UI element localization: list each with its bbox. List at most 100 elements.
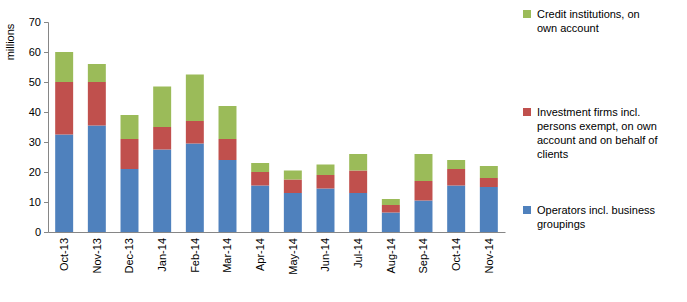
bar: [317, 189, 335, 233]
tick-mark: [44, 52, 48, 53]
bar: [55, 82, 73, 135]
bar: [251, 172, 269, 186]
tick-label: 70: [29, 16, 41, 28]
bar: [219, 106, 237, 139]
bar: [55, 135, 73, 233]
bar: [121, 115, 139, 139]
tick: 70: [29, 16, 48, 28]
x-axis: Oct-13 Nov-13 Dec-13 Jan-14 Feb-14 Mar-14 Apr-…: [49, 232, 506, 275]
tick-mark: [44, 112, 48, 113]
bar: [382, 205, 400, 213]
axis-line: [44, 23, 49, 233]
bar: [480, 178, 498, 187]
tick-label: Feb-14: [189, 238, 201, 273]
tick: Apr-14: [254, 232, 266, 271]
bar: [480, 166, 498, 178]
tick: Oct-14: [450, 232, 462, 271]
bars: [55, 52, 498, 232]
bar: [415, 181, 433, 201]
bar: [284, 171, 302, 180]
tick: 30: [29, 136, 48, 148]
legend-label: Credit institutions, on own account: [537, 8, 643, 34]
tick-label: Dec-13: [123, 238, 135, 273]
tick-label: Mar-14: [221, 238, 233, 273]
tick-mark: [44, 142, 48, 143]
bar: [88, 82, 106, 126]
series: [55, 126, 498, 233]
tick-label: May-14: [287, 238, 299, 275]
bar: [415, 154, 433, 181]
tick-label: Apr-14: [254, 238, 266, 271]
tick-mark: [44, 22, 48, 23]
tick: 50: [29, 76, 48, 88]
bar: [415, 201, 433, 233]
bar: [121, 139, 139, 169]
tick-label: Aug-14: [385, 238, 397, 273]
axis-line: [49, 232, 506, 233]
tick: Sep-14: [417, 232, 429, 273]
tick: Feb-14: [189, 232, 201, 273]
tick-label: 50: [29, 76, 41, 88]
bar: [186, 144, 204, 233]
tick: Dec-13: [123, 232, 135, 273]
bar: [153, 127, 171, 150]
bar: [153, 87, 171, 128]
tick: 40: [29, 106, 48, 118]
bar: [382, 213, 400, 233]
tick: Nov-13: [91, 232, 103, 273]
tick-mark: [44, 82, 48, 83]
bar: [186, 121, 204, 144]
tick-label: 40: [29, 106, 41, 118]
chart: 010203040506070Oct-13Nov-13Dec-13Jan-14F…: [0, 0, 687, 302]
bar: [447, 169, 465, 186]
bar: [88, 126, 106, 233]
bar: [55, 52, 73, 82]
bar: [153, 150, 171, 233]
tick-mark: [44, 202, 48, 203]
bar: [447, 160, 465, 169]
legend: Credit institutions, on own account Inves…: [523, 8, 661, 230]
tick-label: Nov-14: [483, 238, 495, 273]
tick: Jan-14: [156, 232, 168, 272]
tick-label: Sep-14: [417, 238, 429, 273]
bar: [349, 154, 367, 171]
bar: [251, 163, 269, 172]
bar: [251, 186, 269, 233]
tick: 60: [29, 46, 48, 58]
bar: [186, 75, 204, 122]
tick-label: Nov-13: [91, 238, 103, 273]
bar: [317, 175, 335, 189]
tick: Jul-14: [352, 232, 364, 268]
legend-label: Investment firms incl. persons exempt, o…: [537, 106, 661, 160]
tick-label: Jan-14: [156, 238, 168, 272]
tick: 0: [35, 226, 48, 238]
tick: Oct-13: [58, 232, 70, 271]
bar: [219, 139, 237, 160]
bar: [382, 199, 400, 205]
y-axis: 010203040506070: [29, 16, 49, 238]
tick: Nov-14: [483, 232, 495, 273]
bar: [284, 180, 302, 194]
tick-label: 30: [29, 136, 41, 148]
tick-mark: [44, 232, 48, 233]
tick: Jun-14: [319, 232, 331, 272]
series: [55, 82, 498, 213]
bar: [447, 186, 465, 233]
tick-label: Jun-14: [319, 238, 331, 272]
tick-label: Oct-13: [58, 238, 70, 271]
tick: 20: [29, 166, 48, 178]
bar: [88, 64, 106, 82]
tick-label: 20: [29, 166, 41, 178]
bar: [349, 171, 367, 194]
bar: [219, 160, 237, 232]
bar: [317, 165, 335, 176]
tick: May-14: [287, 232, 299, 275]
tick-label: Jul-14: [352, 238, 364, 268]
legend-label: Operators incl. business groupings: [537, 204, 658, 230]
tick-mark: [44, 172, 48, 173]
tick-label: 0: [35, 226, 41, 238]
legend-swatch: [523, 108, 531, 116]
tick: Aug-14: [385, 232, 397, 273]
tick-label: 60: [29, 46, 41, 58]
bar: [480, 187, 498, 232]
